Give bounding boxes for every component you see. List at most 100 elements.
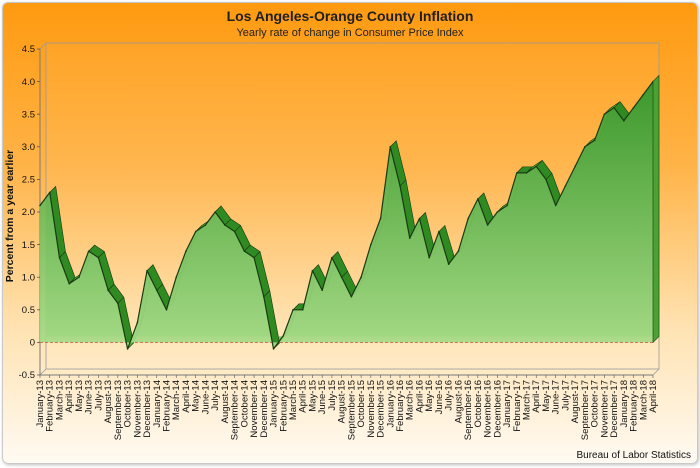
data-point xyxy=(68,282,70,285)
y-tick-label: 2.0 xyxy=(22,207,35,218)
x-tick-label: December-17 xyxy=(609,380,620,438)
data-point xyxy=(214,211,216,213)
x-tick-label: July-16 xyxy=(444,380,455,411)
data-point xyxy=(39,204,41,207)
data-point xyxy=(224,224,226,226)
y-tick-label: 3.0 xyxy=(22,142,35,153)
y-tick-label: 0.5 xyxy=(22,305,35,316)
y-tick-label: 0 xyxy=(30,338,35,349)
data-point xyxy=(185,250,187,252)
data-point xyxy=(175,276,178,279)
data-point xyxy=(311,269,314,272)
data-point xyxy=(301,309,304,311)
data-point xyxy=(155,289,158,292)
source-note: Bureau of Labor Statistics xyxy=(576,450,691,461)
data-point xyxy=(340,276,343,279)
data-point xyxy=(165,309,168,311)
data-point xyxy=(584,146,586,148)
data-point xyxy=(613,106,615,109)
area-end-cap xyxy=(652,74,660,344)
data-point xyxy=(399,185,401,187)
x-tick-label: September-13 xyxy=(113,380,124,440)
x-tick-label: November-14 xyxy=(249,380,260,438)
data-point xyxy=(457,250,460,252)
data-point xyxy=(477,198,479,200)
x-tick-label: April-17 xyxy=(531,380,542,413)
data-point xyxy=(535,165,538,168)
data-point xyxy=(321,289,323,292)
x-tick-label: October-13 xyxy=(123,380,134,428)
data-point xyxy=(515,172,518,174)
data-point xyxy=(554,204,557,207)
x-tick-label: June-15 xyxy=(317,380,328,414)
x-tick-label: February-15 xyxy=(278,380,289,432)
area-series xyxy=(40,81,653,349)
data-point xyxy=(78,276,80,279)
x-tick-label: July-13 xyxy=(93,380,104,411)
x-tick-label: February-13 xyxy=(45,380,56,432)
data-point xyxy=(379,217,382,220)
data-point xyxy=(253,256,255,259)
x-tick-label: October-14 xyxy=(239,380,250,428)
x-tick-label: May-14 xyxy=(191,380,202,412)
y-tick-label: 2.5 xyxy=(22,175,35,186)
x-tick-label: November-16 xyxy=(483,380,494,438)
x-axis-ticks: January-13February-13March-13April-13May… xyxy=(35,375,659,440)
x-tick-label: March-15 xyxy=(288,380,299,420)
plot-depth-edges xyxy=(39,42,660,376)
data-point xyxy=(389,146,392,148)
x-tick-label: March-13 xyxy=(54,380,65,420)
data-point xyxy=(632,106,635,109)
x-tick-label: April-16 xyxy=(414,380,425,413)
x-tick-label: February-18 xyxy=(629,380,640,432)
y-tick-label: -0.5 xyxy=(19,370,35,381)
x-tick-label: June-17 xyxy=(551,380,562,414)
data-point xyxy=(87,250,90,252)
x-tick-label: March-16 xyxy=(405,380,416,420)
data-point xyxy=(350,295,353,298)
x-tick-label: December-14 xyxy=(259,380,270,438)
data-point xyxy=(243,250,246,252)
data-point xyxy=(574,165,576,168)
x-tick-label: July-17 xyxy=(560,380,571,411)
data-point xyxy=(194,230,197,233)
data-point xyxy=(486,224,489,226)
x-tick-label: May-13 xyxy=(74,380,85,412)
x-tick-label: October-15 xyxy=(356,380,367,428)
data-point xyxy=(418,217,421,220)
x-tick-label: October-17 xyxy=(590,380,601,428)
y-axis-ticks: -0.5 0 0.5 1.0 1.5 2.0 2.5 3.0 3.5 4.0 4.5 xyxy=(19,44,40,381)
area-series-line xyxy=(39,81,654,350)
x-tick-label: April-13 xyxy=(64,380,75,413)
x-tick-label: December-15 xyxy=(376,380,387,438)
x-tick-label: November-13 xyxy=(132,380,143,438)
data-point xyxy=(97,256,100,259)
data-point xyxy=(136,322,139,324)
x-tick-label: December-13 xyxy=(142,380,153,438)
x-tick-label: April-14 xyxy=(181,380,192,413)
data-point xyxy=(370,243,372,246)
data-point xyxy=(48,191,51,194)
data-point xyxy=(593,139,596,142)
chart-subtitle: Yearly rate of change in Consumer Price … xyxy=(236,27,464,39)
data-point xyxy=(564,185,567,187)
x-tick-label: September-15 xyxy=(346,380,357,440)
x-tick-label: July-14 xyxy=(210,380,221,411)
x-tick-label: January-14 xyxy=(152,380,163,428)
x-tick-label: January-18 xyxy=(619,380,630,428)
data-point xyxy=(428,256,431,259)
x-tick-label: April-18 xyxy=(648,380,659,413)
y-tick-label: 4.0 xyxy=(22,77,35,88)
x-tick-label: February-17 xyxy=(512,380,523,432)
x-tick-label: August-17 xyxy=(570,380,581,423)
plot-area xyxy=(39,42,660,376)
data-point xyxy=(107,289,109,292)
x-tick-label: February-14 xyxy=(161,380,172,432)
data-point xyxy=(506,204,508,207)
data-point xyxy=(126,348,129,350)
chart: Los Angeles-Orange County Inflation Year… xyxy=(4,8,691,461)
x-tick-label: March-18 xyxy=(638,380,649,420)
data-point xyxy=(233,230,236,233)
x-tick-label: June-14 xyxy=(200,380,211,414)
x-tick-label: August-13 xyxy=(103,380,114,423)
